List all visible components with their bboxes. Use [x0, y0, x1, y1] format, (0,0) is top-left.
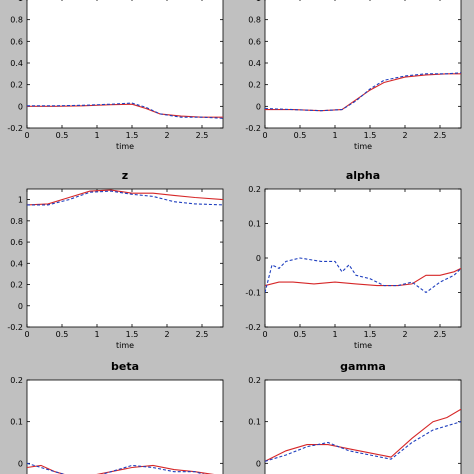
x-axis-label: time: [116, 341, 134, 350]
series-line-dashed: [27, 462, 205, 474]
x-tick-label: 0: [262, 330, 267, 339]
y-tick-label: 0.2: [10, 376, 23, 385]
subplot-title: alpha: [346, 169, 380, 182]
y-tick-label: 0.8: [10, 217, 23, 226]
x-tick-label: 1: [332, 330, 337, 339]
x-tick-label: 0.5: [56, 131, 69, 140]
plot-area: [26, 188, 224, 328]
y-tick-label: 0.8: [10, 16, 23, 25]
y-tick-label: 0.2: [248, 81, 261, 90]
y-tick-label: -0.2: [245, 124, 261, 133]
y-tick-label: 0.1: [10, 418, 23, 427]
series-line-dashed: [265, 421, 461, 462]
x-tick-label: 2: [164, 131, 169, 140]
x-tick-label: 0: [24, 131, 29, 140]
plot-area: [264, 0, 462, 129]
y-tick-label: -0.2: [7, 124, 23, 133]
plot-area: [26, 379, 224, 474]
series-line-solid: [265, 267, 461, 287]
series-line-solid: [27, 189, 223, 206]
y-tick-label: 1: [256, 0, 261, 3]
series-line-dashed: [265, 72, 461, 112]
x-tick-label: 2.5: [196, 330, 209, 339]
x-tick-label: 2: [402, 131, 407, 140]
y-tick-label: 0.6: [10, 37, 23, 46]
x-tick-label: 1.5: [126, 330, 139, 339]
y-tick-label: 0.4: [10, 259, 23, 268]
y-tick-label: 0: [256, 102, 261, 111]
x-tick-label: 1: [94, 330, 99, 339]
x-tick-label: 0.5: [56, 330, 69, 339]
subplot-title: gamma: [340, 360, 386, 373]
y-tick-label: 1: [18, 196, 23, 205]
subplot-title: z: [122, 169, 128, 182]
x-axis-label: time: [354, 142, 372, 151]
x-tick-label: 2.5: [434, 131, 447, 140]
x-tick-label: 2: [402, 330, 407, 339]
y-tick-label: 0.1: [248, 220, 261, 229]
x-tick-label: 1: [332, 131, 337, 140]
y-tick-label: 0.8: [248, 16, 261, 25]
series-group: [265, 72, 461, 112]
x-tick-label: 0.5: [294, 330, 307, 339]
y-tick-label: 0: [18, 459, 23, 468]
y-tick-label: 0.4: [248, 59, 261, 68]
plot-area: [264, 188, 462, 328]
series-line-dashed: [27, 102, 223, 119]
y-tick-label: -0.2: [245, 323, 261, 332]
x-tick-label: 1.5: [364, 330, 377, 339]
x-tick-label: 0: [24, 330, 29, 339]
x-tick-label: 2.5: [196, 131, 209, 140]
x-tick-label: 0: [262, 131, 267, 140]
x-tick-label: 1: [94, 131, 99, 140]
x-tick-label: 0.5: [294, 131, 307, 140]
y-tick-label: 0.4: [10, 59, 23, 68]
series-line-solid: [265, 408, 461, 462]
y-tick-label: 0: [18, 302, 23, 311]
y-tick-label: 0.2: [10, 81, 23, 90]
y-tick-label: 0.2: [10, 281, 23, 290]
x-tick-label: 1.5: [126, 131, 139, 140]
series-group: [27, 462, 215, 474]
subplot-6: gamma 0 0.1 0.2: [248, 360, 462, 474]
plot-area: [264, 379, 462, 474]
y-tick-label: 0.2: [248, 185, 261, 194]
subplot-title: beta: [111, 360, 139, 373]
y-tick-label: -0.1: [245, 289, 261, 298]
plot-area: [26, 0, 224, 129]
subplot-4: alpha 0 0.5 1 1.5 2 2.5 -0.2 -0.1 0 0.1 0.2 time: [245, 169, 462, 350]
y-tick-label: 0: [18, 102, 23, 111]
series-group: [27, 189, 223, 206]
series-line-dashed: [27, 190, 223, 206]
y-tick-label: 1: [18, 0, 23, 3]
y-tick-label: 0: [256, 459, 261, 468]
subplot-5: beta 0 0.1 0.2: [10, 360, 224, 474]
x-axis-label: time: [354, 341, 372, 350]
y-tick-label: 0.6: [10, 238, 23, 247]
series-group: [265, 257, 461, 294]
y-tick-label: 0.6: [248, 37, 261, 46]
series-group: [27, 102, 223, 119]
y-tick-label: 0: [256, 254, 261, 263]
series-group: [265, 408, 461, 462]
y-tick-label: -0.2: [7, 323, 23, 332]
x-tick-label: 2: [164, 330, 169, 339]
x-tick-label: 2.5: [434, 330, 447, 339]
y-tick-label: 0.2: [248, 376, 261, 385]
x-tick-label: 1.5: [364, 131, 377, 140]
x-axis-label: time: [116, 142, 134, 151]
y-tick-label: 0.1: [248, 418, 261, 427]
